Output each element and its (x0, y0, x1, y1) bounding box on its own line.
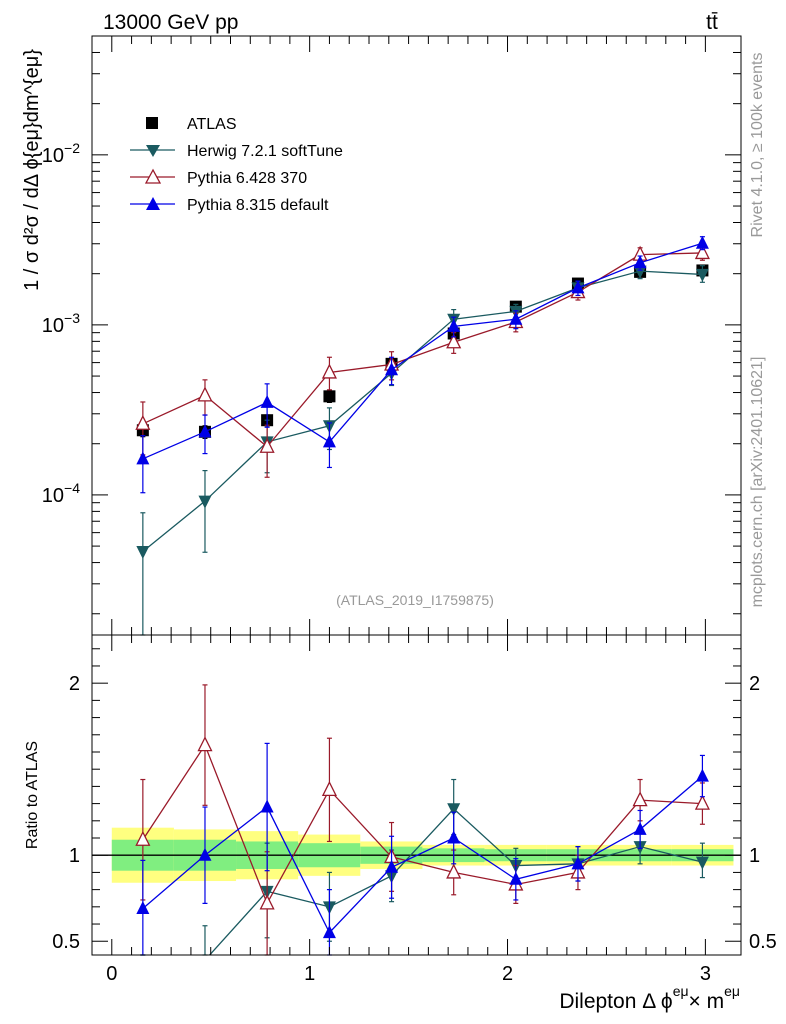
data-point-triangle-open (197, 386, 213, 402)
series-line (142, 743, 703, 905)
mcplots-credit-text: mcplots.cern.ch [arXiv:2401.10621] (749, 357, 766, 608)
data-point-triangle-up (447, 830, 461, 844)
main-y-tick-label: 10−2 (42, 140, 80, 167)
data-point-triangle-down (695, 268, 709, 282)
analysis-watermark: (ATLAS_2019_I1759875) (336, 592, 494, 608)
data-point-triangle-open (694, 243, 710, 260)
series-line (142, 252, 703, 448)
legend-herwig-marker (146, 145, 160, 157)
data-point-triangle-open (135, 830, 151, 846)
legend-pythia6-label: Pythia 6.428 370 (187, 170, 307, 187)
data-point-triangle-up (198, 424, 212, 438)
data-point-triangle-open (446, 863, 462, 879)
series-2 (135, 243, 710, 478)
data-point-triangle-up (509, 871, 523, 885)
data-point-triangle-open (632, 791, 648, 807)
data-point-triangle-up (260, 799, 274, 813)
x-tick-label: 0 (106, 963, 117, 985)
data-point-square (323, 390, 336, 403)
ratio-panel: 0.5 0.5 1 1 2 2 0 1 2 3 Ratio to ATLAS Dilepton Δ… (24, 634, 777, 1013)
data-point-triangle-down (198, 495, 212, 509)
main-y-tick-label: 10−3 (42, 310, 80, 337)
data-point-triangle-up (385, 859, 399, 873)
series-line (142, 270, 703, 552)
data-point-triangle-up (447, 318, 461, 332)
main-panel: 10−4 10−3 10−2 (ATLAS_2019_I1759875) 1 / σ… (21, 35, 742, 636)
ratio-y-tick-label-left: 2 (69, 673, 80, 695)
data-point-triangle-down (447, 803, 461, 817)
legend-herwig-label: Herwig 7.2.1 softTune (187, 143, 343, 160)
legend: ATLAS Herwig 7.2.1 softTune Pythia 6.428… (130, 116, 343, 214)
legend-atlas-label: ATLAS (187, 116, 237, 133)
data-point-triangle-open (694, 794, 710, 810)
data-point-triangle-up (322, 925, 336, 939)
x-tick-label: 3 (700, 963, 711, 985)
process-label: tt̄ (706, 11, 718, 34)
data-point-triangle-down (633, 265, 647, 279)
ratio-frame (91, 634, 742, 956)
data-point-triangle-up (198, 847, 212, 861)
data-point-triangle-up (136, 901, 150, 915)
legend-atlas-marker (146, 117, 158, 129)
ratio-y-tick-label-left: 0.5 (52, 931, 80, 953)
data-point-triangle-up (633, 821, 647, 835)
ratio-y-tick-label-right: 0.5 (749, 931, 777, 953)
main-y-tick-label: 10−4 (42, 480, 80, 507)
series-line (142, 775, 703, 934)
ratio-y-tick-label-right: 2 (749, 673, 760, 695)
energy-label: 13000 GeV pp (103, 11, 238, 34)
ratio-y-axis-label: Ratio to ATLAS (24, 741, 41, 849)
series-3 (136, 235, 709, 494)
data-point-triangle-up (385, 362, 399, 376)
data-point-triangle-up (633, 255, 647, 269)
data-point-triangle-up (260, 394, 274, 408)
data-point-triangle-up (509, 311, 523, 325)
series-0 (136, 264, 709, 439)
data-point-triangle-open (197, 736, 213, 752)
rivet-version-text: Rivet 4.1.0, ≥ 100k events (749, 53, 766, 238)
data-point-triangle-down (136, 545, 150, 559)
legend-pythia6-marker (144, 168, 162, 184)
legend-pythia8-marker (146, 197, 160, 210)
data-point-triangle-up (695, 235, 709, 249)
data-point-triangle-open (321, 363, 337, 379)
legend-pythia8-label: Pythia 8.315 default (187, 197, 329, 214)
series-1 (136, 263, 709, 636)
data-point-triangle-up (695, 768, 709, 782)
series-line (208, 807, 703, 955)
ratio-y-tick-label-right: 1 (749, 845, 760, 867)
series-1 (135, 684, 710, 956)
data-point-triangle-open (446, 333, 462, 349)
data-point-triangle-open (321, 780, 337, 796)
data-point-triangle-up (571, 856, 585, 870)
series-line (142, 242, 703, 460)
data-point-triangle-open (259, 894, 275, 910)
data-point-triangle-down (695, 856, 709, 870)
data-point-triangle-up (136, 451, 150, 465)
data-point-triangle-up (322, 434, 336, 448)
x-tick-label: 2 (502, 963, 513, 985)
ratio-y-tick-label-left: 1 (69, 845, 80, 867)
data-point-triangle-open (135, 414, 151, 430)
series-2 (136, 742, 709, 956)
x-tick-label: 1 (304, 963, 315, 985)
series-0 (140, 778, 709, 956)
x-axis-label: Dilepton Δ ϕeμ× meμ (559, 983, 740, 1013)
data-point-triangle-up (571, 280, 585, 294)
data-point-triangle-open (259, 437, 275, 453)
main-y-axis-label: 1 / σ d²σ / dΔ ϕ{eμ}dm^{eμ} (21, 49, 43, 291)
